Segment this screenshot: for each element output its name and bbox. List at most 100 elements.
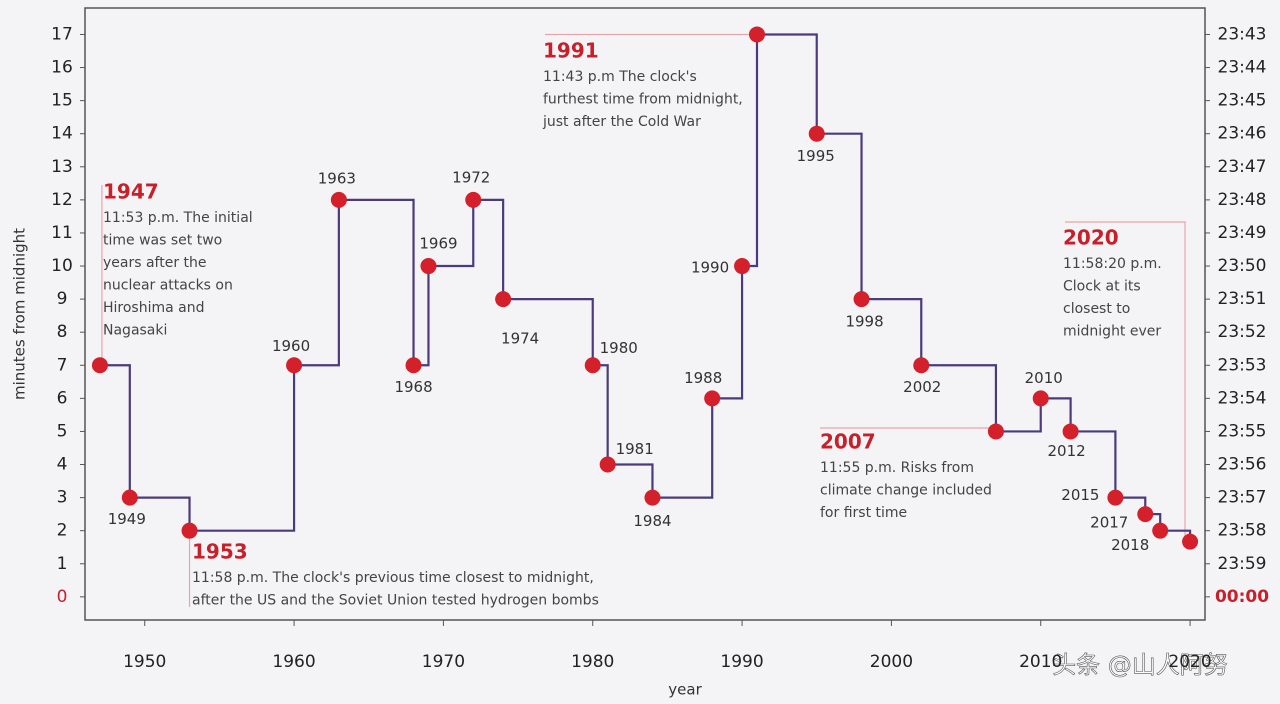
y2-tick-label: 23:43	[1218, 24, 1267, 44]
data-point	[121, 489, 138, 506]
point-label: 2002	[903, 378, 941, 396]
x-axis-label: year	[668, 681, 702, 699]
annotation-headline: 1953	[192, 540, 248, 564]
annotation-text: nuclear attacks on	[103, 278, 233, 294]
y-tick-label: 12	[51, 190, 73, 210]
point-label: 1974	[501, 330, 539, 348]
data-point	[987, 423, 1004, 440]
y-tick-label: 10	[51, 256, 73, 276]
data-point	[808, 125, 825, 142]
data-point	[1107, 489, 1124, 506]
data-point	[495, 291, 512, 308]
annotation-leader	[1065, 221, 1186, 542]
data-point	[465, 191, 482, 208]
y2-tick-label: 23:59	[1218, 554, 1267, 574]
data-point	[405, 357, 422, 374]
annotation-text: time was set two	[103, 233, 222, 249]
y-tick-label: 0	[57, 587, 68, 607]
y2-tick-label: 23:44	[1218, 58, 1267, 78]
point-label: 2017	[1090, 514, 1128, 532]
y-tick-label: 17	[51, 24, 73, 44]
annotation-text: Nagasaki	[103, 323, 167, 339]
annotation-text: just after the Cold War	[542, 114, 701, 130]
point-label: 1963	[318, 169, 356, 187]
data-point	[599, 456, 616, 473]
y-tick-label: 5	[57, 421, 68, 441]
y-tick-label: 14	[51, 124, 73, 144]
point-label: 1988	[684, 369, 722, 387]
annotation-headline: 2020	[1063, 226, 1119, 250]
annotation-text: Clock at its	[1063, 279, 1141, 295]
x-tick-label: 1970	[422, 652, 465, 672]
y-tick-label: 7	[57, 355, 68, 375]
data-point	[330, 191, 347, 208]
y2-tick-label: 23:55	[1218, 421, 1267, 441]
annotation-text: 11:53 p.m. The initial	[103, 210, 253, 226]
annotation-text: furthest time from midnight,	[543, 92, 743, 108]
y-tick-label: 15	[51, 91, 73, 111]
y-tick-label: 4	[57, 455, 68, 475]
data-point	[1152, 522, 1169, 539]
y-tick-label: 16	[51, 58, 73, 78]
y2-tick-label: 23:56	[1218, 455, 1267, 475]
y-tick-label: 3	[57, 488, 68, 508]
y2-tick-label: 23:48	[1218, 190, 1267, 210]
annotation-text: 11:58:20 p.m.	[1063, 256, 1162, 272]
data-point	[644, 489, 661, 506]
data-point	[913, 357, 930, 374]
annotation-text: 11:43 p.m The clock's	[543, 69, 697, 85]
data-point	[704, 390, 721, 407]
y2-tick-label: 23:45	[1218, 91, 1267, 111]
data-point	[1032, 390, 1049, 407]
y2-tick-label: 23:49	[1218, 223, 1267, 243]
y2-tick-label: 00:00	[1215, 587, 1269, 607]
annotation-text: Hiroshima and	[103, 300, 205, 316]
y-tick-label: 11	[51, 223, 73, 243]
annotation-headline: 1947	[103, 180, 159, 204]
annotation-text: years after the	[103, 255, 207, 271]
plot-frame	[84, 7, 1206, 621]
y-tick-label: 6	[57, 388, 68, 408]
annotation-text: after the US and the Soviet Union tested…	[192, 593, 599, 609]
point-label: 1960	[272, 337, 310, 355]
annotation-text: for first time	[820, 505, 907, 521]
y2-tick-label: 23:50	[1218, 256, 1267, 276]
point-label: 1990	[691, 259, 729, 277]
point-label: 1984	[633, 512, 671, 530]
y2-tick-label: 23:52	[1218, 322, 1267, 342]
data-point	[1062, 423, 1079, 440]
data-point	[734, 258, 751, 275]
annotation-text: climate change included	[820, 483, 992, 499]
point-label: 1998	[845, 313, 883, 331]
y2-tick-label: 23:58	[1218, 521, 1267, 541]
x-tick-label: 1960	[272, 652, 315, 672]
watermark: 头条 @山人阿努	[1052, 651, 1228, 679]
y2-tick-label: 23:53	[1218, 355, 1267, 375]
y-axis-label: minutes from midnight	[11, 228, 29, 400]
x-tick-label: 1980	[571, 652, 614, 672]
y-tick-label: 13	[51, 157, 73, 177]
data-point	[749, 26, 765, 43]
x-tick-label: 1990	[720, 652, 763, 672]
annotation-text: closest to	[1063, 301, 1130, 317]
data-point	[584, 357, 601, 374]
data-point	[1137, 506, 1154, 523]
point-label: 1968	[394, 378, 432, 396]
y-tick-label: 1	[57, 554, 68, 574]
point-label: 1995	[797, 147, 835, 165]
point-label: 2015	[1061, 486, 1099, 504]
point-label: 2010	[1025, 369, 1063, 387]
point-label: 1969	[419, 235, 457, 253]
point-label: 2018	[1111, 536, 1149, 554]
annotation-text: 11:58 p.m. The clock's previous time clo…	[192, 570, 594, 586]
y2-tick-label: 23:54	[1218, 388, 1267, 408]
y-tick-label: 9	[57, 289, 68, 309]
point-label: 1981	[616, 440, 654, 458]
y2-tick-label: 23:47	[1218, 157, 1267, 177]
x-tick-label: 2000	[870, 652, 913, 672]
y2-tick-label: 23:57	[1218, 488, 1267, 508]
data-point	[181, 522, 198, 539]
y-tick-label: 8	[57, 322, 68, 342]
